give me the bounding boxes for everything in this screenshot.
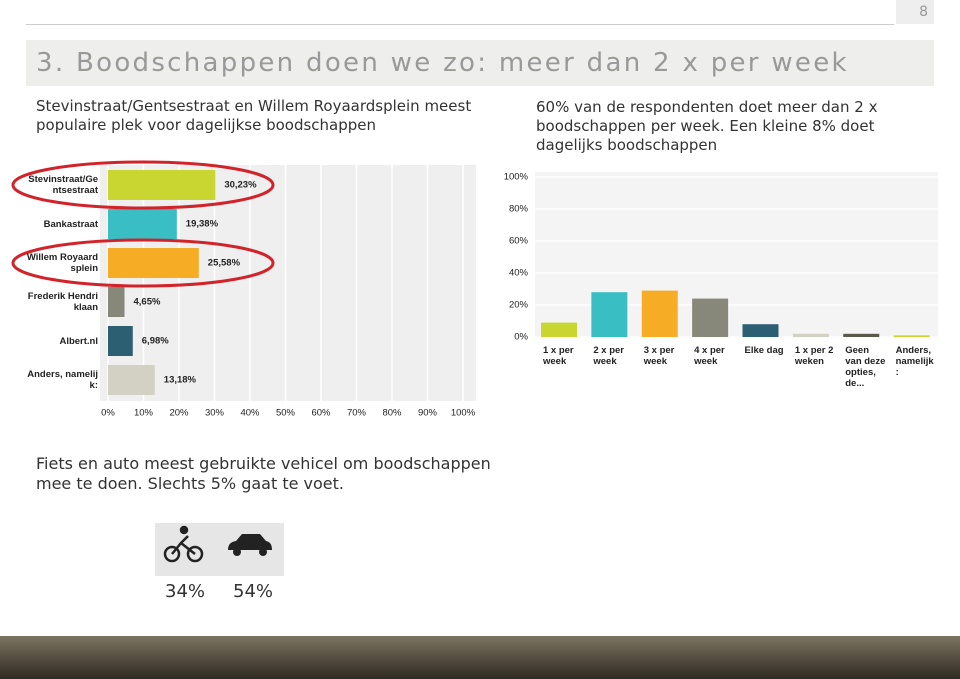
category-label: Anders, namelijk : xyxy=(895,345,934,378)
category-label: 4 x per week xyxy=(694,345,725,367)
bar xyxy=(792,333,829,337)
x-tick-label: 40% xyxy=(240,408,260,419)
y-tick-label: 0% xyxy=(514,332,528,343)
y-tick-label: 60% xyxy=(509,236,529,247)
x-tick-label: 30% xyxy=(205,408,225,419)
bike-icon xyxy=(163,525,204,563)
bar xyxy=(541,322,577,337)
bottom-text: Fiets en auto meest gebruikte vehicel om… xyxy=(36,454,491,493)
value-label: 4,65% xyxy=(134,297,161,308)
x-tick-label: 90% xyxy=(418,408,438,419)
value-label: 25,58% xyxy=(208,258,241,269)
bar xyxy=(108,326,133,356)
y-tick-label: 40% xyxy=(509,268,529,279)
bar xyxy=(641,290,678,337)
bar xyxy=(108,365,155,395)
title: 3. Boodschappen doen we zo: meer dan 2 x… xyxy=(36,48,849,78)
rule xyxy=(26,24,894,25)
value-label: 30,23% xyxy=(224,180,257,191)
y-tick-label: 80% xyxy=(509,204,529,215)
category-label: 3 x per week xyxy=(643,345,675,367)
right-text: 60% van de respondenten doet meer dan 2 … xyxy=(536,98,878,154)
value-label: 6,98% xyxy=(142,336,169,347)
bar xyxy=(108,287,125,317)
category-label: Bankastraat xyxy=(43,218,98,230)
title-bar xyxy=(26,40,934,86)
x-tick-label: 100% xyxy=(451,408,476,419)
category-label: Anders, namelijk: xyxy=(27,369,98,391)
value-label: 19,38% xyxy=(186,219,219,230)
bar xyxy=(108,170,216,200)
car-share: 54% xyxy=(233,581,274,602)
bar xyxy=(692,298,729,337)
bar xyxy=(742,324,779,337)
bar xyxy=(591,292,628,337)
bar xyxy=(843,333,880,337)
category-label: 1 x per 2 weken xyxy=(794,345,834,367)
bar xyxy=(108,209,177,239)
car-icon xyxy=(228,534,272,556)
x-tick-label: 80% xyxy=(382,408,402,419)
left-text: Stevinstraat/Gentsestraat en Willem Roya… xyxy=(36,97,472,134)
x-tick-label: 0% xyxy=(101,408,115,419)
x-tick-label: 50% xyxy=(276,408,296,419)
category-label: Frederik Hendriklaan xyxy=(27,291,98,313)
bar xyxy=(893,335,930,337)
page-number: 8 xyxy=(919,4,928,20)
x-tick-label: 60% xyxy=(311,408,331,419)
x-tick-label: 20% xyxy=(169,408,189,419)
category-label: Albert.nl xyxy=(59,335,98,347)
y-tick-label: 20% xyxy=(509,300,529,311)
value-label: 13,18% xyxy=(164,375,197,386)
y-tick-label: 100% xyxy=(504,172,529,183)
x-tick-label: 10% xyxy=(134,408,154,419)
bar xyxy=(108,248,199,278)
category-label: 1 x per week xyxy=(543,345,574,367)
page-number-box xyxy=(896,0,934,24)
bike-share: 34% xyxy=(165,581,206,602)
category-label: Geen van deze opties, de... xyxy=(845,345,886,389)
highlight-ellipse xyxy=(11,238,275,288)
footer-photo xyxy=(0,636,960,679)
category-label: Elke dag xyxy=(744,345,784,356)
x-tick-label: 70% xyxy=(347,408,367,419)
category-label: 2 x per week xyxy=(593,345,625,367)
highlight-ellipse xyxy=(11,160,275,210)
plot-area xyxy=(100,165,476,401)
category-label: Stevinstraat/Gentsestraat xyxy=(28,174,98,196)
category-label: Willem Royaardsplein xyxy=(26,252,98,274)
